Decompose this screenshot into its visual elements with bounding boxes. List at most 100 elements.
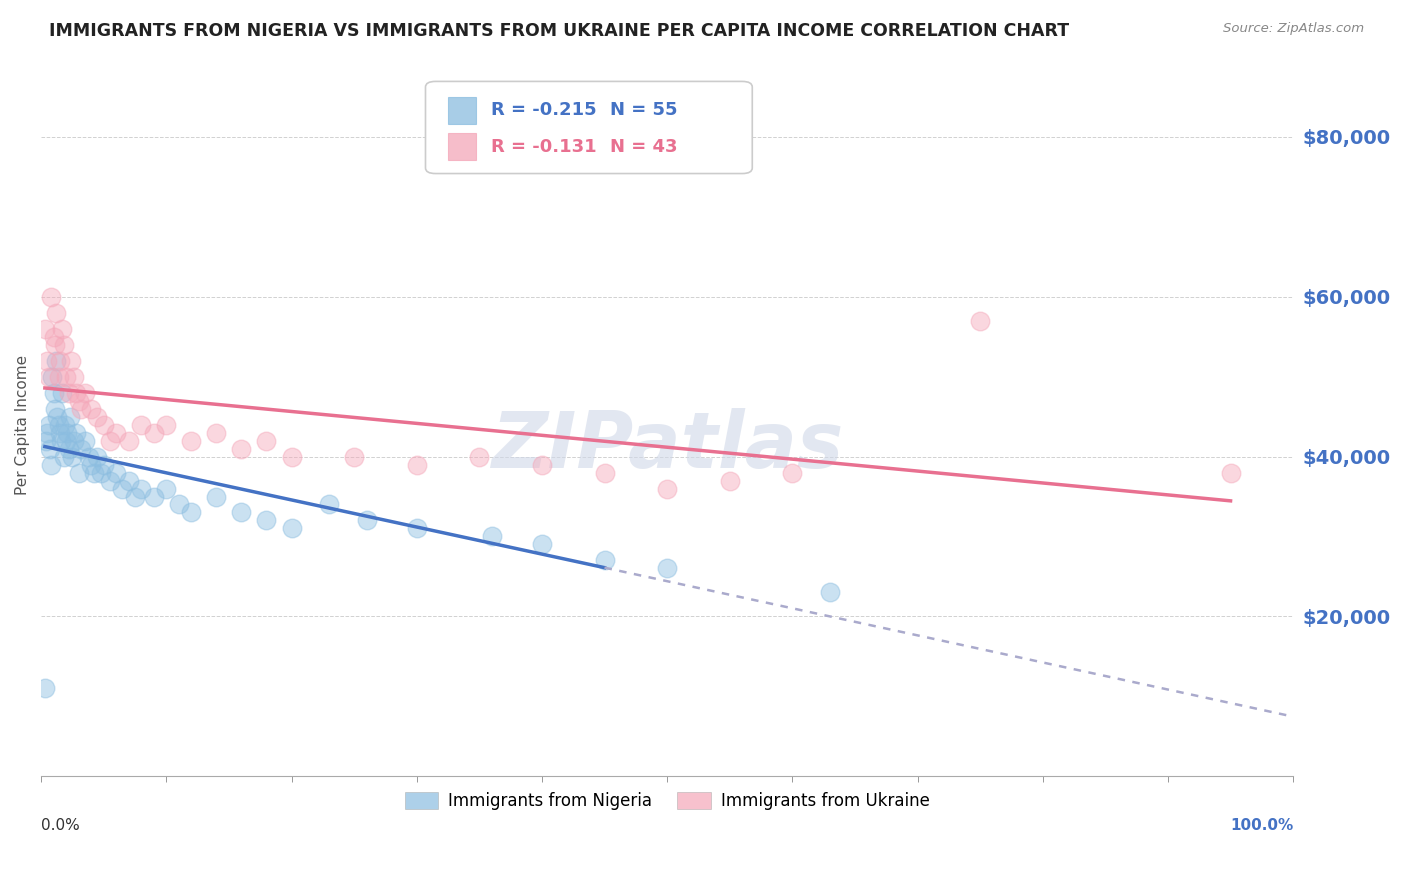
Point <box>205 490 228 504</box>
Text: N = 55: N = 55 <box>610 102 678 120</box>
Point <box>41 369 63 384</box>
Point <box>34 321 56 335</box>
Point <box>1219 466 1241 480</box>
Point <box>51 385 73 400</box>
Point <box>280 450 302 464</box>
Point <box>118 434 141 448</box>
Point <box>48 417 70 432</box>
Y-axis label: Per Capita Income: Per Capita Income <box>15 354 30 495</box>
Point <box>318 498 340 512</box>
Text: R = -0.131: R = -0.131 <box>491 138 596 156</box>
Point <box>49 425 72 440</box>
Point <box>73 434 96 448</box>
Point <box>45 306 67 320</box>
Text: R = -0.215: R = -0.215 <box>491 102 596 120</box>
Point <box>343 450 366 464</box>
Point <box>124 490 146 504</box>
Point <box>593 553 616 567</box>
Point <box>93 417 115 432</box>
Point <box>280 521 302 535</box>
Point <box>782 466 804 480</box>
Point <box>256 434 278 448</box>
Point <box>405 458 427 472</box>
FancyBboxPatch shape <box>426 81 752 174</box>
Point <box>55 434 77 448</box>
Point <box>167 498 190 512</box>
Text: IMMIGRANTS FROM NIGERIA VS IMMIGRANTS FROM UKRAINE PER CAPITA INCOME CORRELATION: IMMIGRANTS FROM NIGERIA VS IMMIGRANTS FR… <box>49 22 1070 40</box>
Point <box>180 434 202 448</box>
Text: 100.0%: 100.0% <box>1230 818 1294 833</box>
Point <box>718 474 741 488</box>
Text: Source: ZipAtlas.com: Source: ZipAtlas.com <box>1223 22 1364 36</box>
Point <box>105 425 128 440</box>
Point <box>655 482 678 496</box>
Point <box>34 681 56 696</box>
Point <box>111 482 134 496</box>
Point <box>38 417 60 432</box>
Point <box>51 321 73 335</box>
Point <box>65 425 87 440</box>
Point <box>67 466 90 480</box>
Point <box>93 458 115 472</box>
Point <box>86 409 108 424</box>
Point <box>655 561 678 575</box>
Point <box>56 425 79 440</box>
Point <box>62 450 84 464</box>
Point <box>62 434 84 448</box>
Point <box>67 393 90 408</box>
Point <box>38 442 60 456</box>
Point <box>65 385 87 400</box>
Point <box>129 482 152 496</box>
Point <box>80 401 103 416</box>
Point <box>45 353 67 368</box>
Point <box>42 385 65 400</box>
Point <box>180 506 202 520</box>
Point <box>969 314 991 328</box>
Point <box>52 337 75 351</box>
Point <box>38 369 60 384</box>
Point <box>105 466 128 480</box>
Point <box>49 434 72 448</box>
Point <box>205 425 228 440</box>
Point <box>42 329 65 343</box>
Point <box>530 537 553 551</box>
Point <box>46 409 69 424</box>
Point <box>48 369 70 384</box>
Point <box>73 385 96 400</box>
Point <box>129 417 152 432</box>
Point <box>77 450 100 464</box>
Point <box>142 490 165 504</box>
Point <box>55 369 77 384</box>
Point <box>481 529 503 543</box>
Text: 0.0%: 0.0% <box>41 818 80 833</box>
Point <box>231 442 253 456</box>
Point <box>468 450 491 464</box>
Point <box>231 506 253 520</box>
Point <box>58 442 80 456</box>
Point <box>256 513 278 527</box>
Point <box>53 417 76 432</box>
Point <box>62 369 84 384</box>
Point <box>39 458 62 472</box>
Point <box>70 442 93 456</box>
Point <box>90 466 112 480</box>
Point <box>60 353 83 368</box>
Point <box>356 513 378 527</box>
Point <box>86 450 108 464</box>
Point <box>593 466 616 480</box>
Point <box>37 353 59 368</box>
Point <box>58 385 80 400</box>
Point <box>44 337 66 351</box>
Point <box>49 353 72 368</box>
Point <box>44 401 66 416</box>
Text: N = 43: N = 43 <box>610 138 678 156</box>
FancyBboxPatch shape <box>449 97 475 124</box>
Point <box>37 425 59 440</box>
FancyBboxPatch shape <box>449 134 475 161</box>
Text: ZIPatlas: ZIPatlas <box>491 408 844 483</box>
Point <box>39 290 62 304</box>
Point <box>98 434 121 448</box>
Point <box>155 482 177 496</box>
Point <box>80 458 103 472</box>
Point <box>70 401 93 416</box>
